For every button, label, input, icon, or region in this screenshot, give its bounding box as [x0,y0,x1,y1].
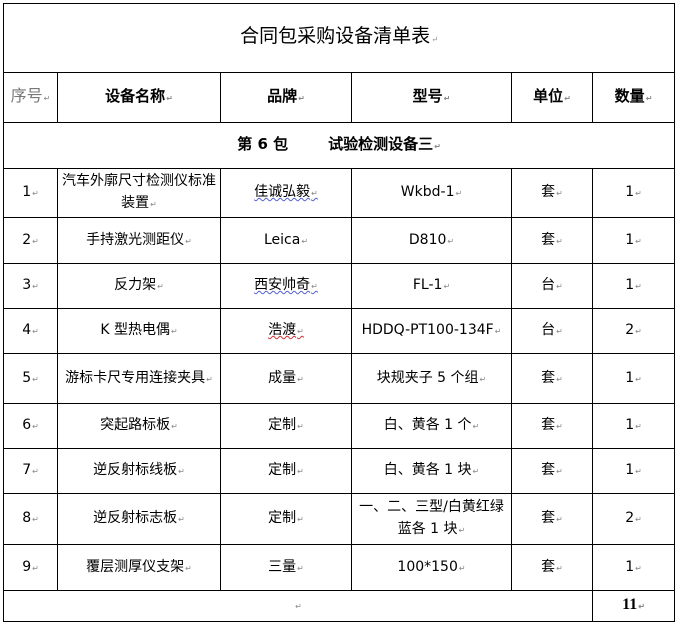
cell-unit: 套 [511,493,593,545]
table-row: 6突起路标板定制白、黄各 1 个套1 [3,403,676,449]
cell-model: 100*150 [351,544,512,591]
cell-unit: 套 [511,353,593,404]
header-name: 设备名称 [57,72,221,123]
cell-brand: 定制 [220,493,352,545]
cell-seq: 2 [3,217,58,264]
cell-name: 反力架 [57,263,221,309]
cell-brand: 浩渡 [220,308,352,354]
header-unit: 单位 [511,72,593,123]
cell-model: 白、黄各 1 个 [351,403,512,449]
cell-seq: 6 [3,403,58,449]
table-row: 7逆反射标线板定制白、黄各 1 块套1 [3,448,676,494]
cell-name: 逆反射标线板 [57,448,221,494]
header-model: 型号 [351,72,512,123]
cell-model: D810 [351,217,512,264]
cell-seq: 9 [3,544,58,591]
cell-qty: 1 [591,217,676,264]
total-qty: 11 [591,590,676,622]
cell-qty: 1 [591,544,676,591]
table-row: 5游标卡尺专用连接夹具成量块规夹子 5 个组套1 [3,353,676,404]
table-row: 9覆层测厚仪支架三量100*150套1 [3,544,676,591]
cell-seq: 7 [3,448,58,494]
cell-qty: 1 [591,263,676,309]
table-title: 合同包采购设备清单表 [2,3,676,73]
cell-unit: 套 [511,544,593,591]
cell-name: 汽车外廓尺寸检测仪标准装置 [57,168,221,218]
table-row: 1汽车外廓尺寸检测仪标准装置佳诚弘毅Wkbd-1套1 [3,168,676,218]
cell-model: FL-1 [351,263,512,309]
cell-unit: 套 [511,217,593,264]
cell-unit: 套 [511,448,593,494]
cell-qty: 2 [591,308,676,354]
cell-brand: 佳诚弘毅 [220,168,352,218]
table-row: 2手持激光测距仪LeicaD810套1 [3,217,676,264]
cell-unit: 套 [511,403,593,449]
cell-seq: 5 [3,353,58,404]
cell-brand: 定制 [220,448,352,494]
cell-qty: 1 [591,168,676,218]
package-row: 第 6 包 试验检测设备三 [2,122,676,169]
package-name: 试验检测设备三 [328,135,441,153]
cell-seq: 8 [3,493,58,545]
cell-unit: 台 [511,263,593,309]
cell-model: HDDQ-PT100-134F [351,308,512,354]
cell-unit: 台 [511,308,593,354]
package-number: 第 6 包 [237,135,289,153]
cell-model: 一、二、三型/白黄红绿蓝各 1 块 [351,493,512,545]
cell-name: 覆层测厚仪支架 [57,544,221,591]
cell-name: 游标卡尺专用连接夹具 [57,353,221,404]
cell-seq: 3 [3,263,58,309]
cell-qty: 1 [591,353,676,404]
header-qty: 数量 [591,72,676,123]
cell-name: K 型热电偶 [57,308,221,354]
table-row: 4K 型热电偶浩渡HDDQ-PT100-134F台2 [3,308,676,354]
cell-brand: 西安帅奇 [220,263,352,309]
cell-seq: 1 [3,168,58,218]
cell-qty: 2 [591,493,676,545]
cell-brand: Leica [220,217,352,264]
cell-model: 白、黄各 1 块 [351,448,512,494]
cell-name: 突起路标板 [57,403,221,449]
header-seq: 序号 [3,72,58,123]
cell-brand: 定制 [220,403,352,449]
cell-qty: 1 [591,403,676,449]
cell-qty: 1 [591,448,676,494]
cell-unit: 套 [511,168,593,218]
table-row: 8逆反射标志板定制一、二、三型/白黄红绿蓝各 1 块套2 [3,493,676,545]
cell-name: 手持激光测距仪 [57,217,221,264]
table-row: 3反力架西安帅奇FL-1台1 [3,263,676,309]
equipment-list-table: 合同包采购设备清单表 序号 设备名称 品牌 型号 单位 数量 第 6 包 试验检测… [2,3,676,622]
cell-brand: 成量 [220,353,352,404]
cell-brand: 三量 [220,544,352,591]
header-brand: 品牌 [220,72,352,123]
cell-seq: 4 [3,308,58,354]
cell-name: 逆反射标志板 [57,493,221,545]
total-label [3,590,593,622]
cell-model: Wkbd-1 [351,168,512,218]
cell-model: 块规夹子 5 个组 [351,353,512,404]
